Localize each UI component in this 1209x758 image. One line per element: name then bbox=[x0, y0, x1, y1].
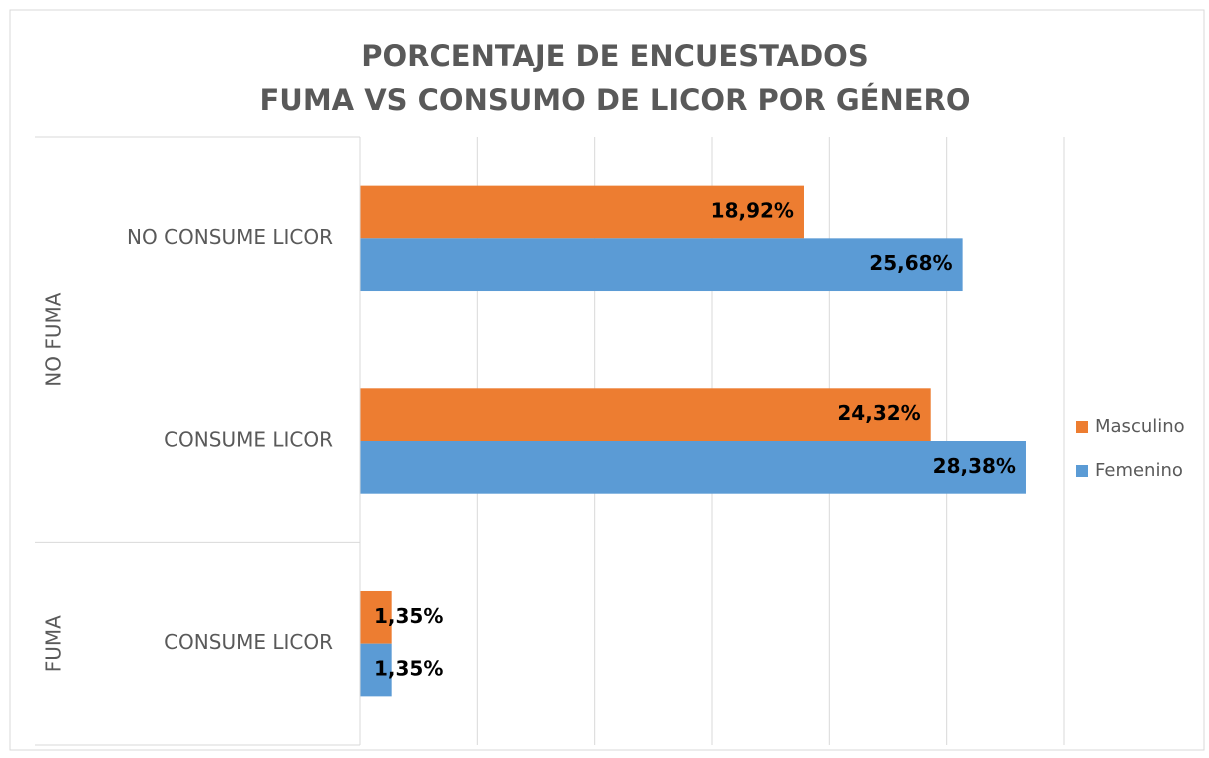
data-label: 25,68% bbox=[869, 251, 952, 275]
group-label: NO FUMA bbox=[42, 292, 66, 386]
y-tick-label: CONSUME LICOR bbox=[164, 630, 333, 654]
data-label: 28,38% bbox=[933, 454, 1016, 478]
bar bbox=[360, 643, 392, 697]
legend-label: Masculino bbox=[1095, 416, 1185, 437]
bar bbox=[360, 590, 392, 644]
y-tick-label: CONSUME LICOR bbox=[164, 428, 333, 452]
data-label: 24,32% bbox=[837, 401, 920, 425]
bar bbox=[360, 441, 1026, 494]
chart-title: PORCENTAJE DE ENCUESTADOS bbox=[361, 39, 868, 73]
data-label: 1,35% bbox=[374, 657, 443, 681]
bar bbox=[360, 185, 804, 239]
bar bbox=[360, 388, 931, 441]
legend-swatch bbox=[1076, 465, 1088, 477]
bar bbox=[360, 238, 963, 292]
legend-label: Femenino bbox=[1095, 460, 1183, 481]
chart-border bbox=[9, 9, 1205, 751]
chart-title: FUMA VS CONSUMO DE LICOR POR GÉNERO bbox=[259, 83, 970, 117]
legend-swatch bbox=[1076, 421, 1088, 433]
group-label: FUMA bbox=[42, 615, 66, 672]
data-label: 18,92% bbox=[711, 198, 794, 222]
y-tick-label: NO CONSUME LICOR bbox=[127, 225, 333, 249]
data-label: 1,35% bbox=[374, 604, 443, 628]
